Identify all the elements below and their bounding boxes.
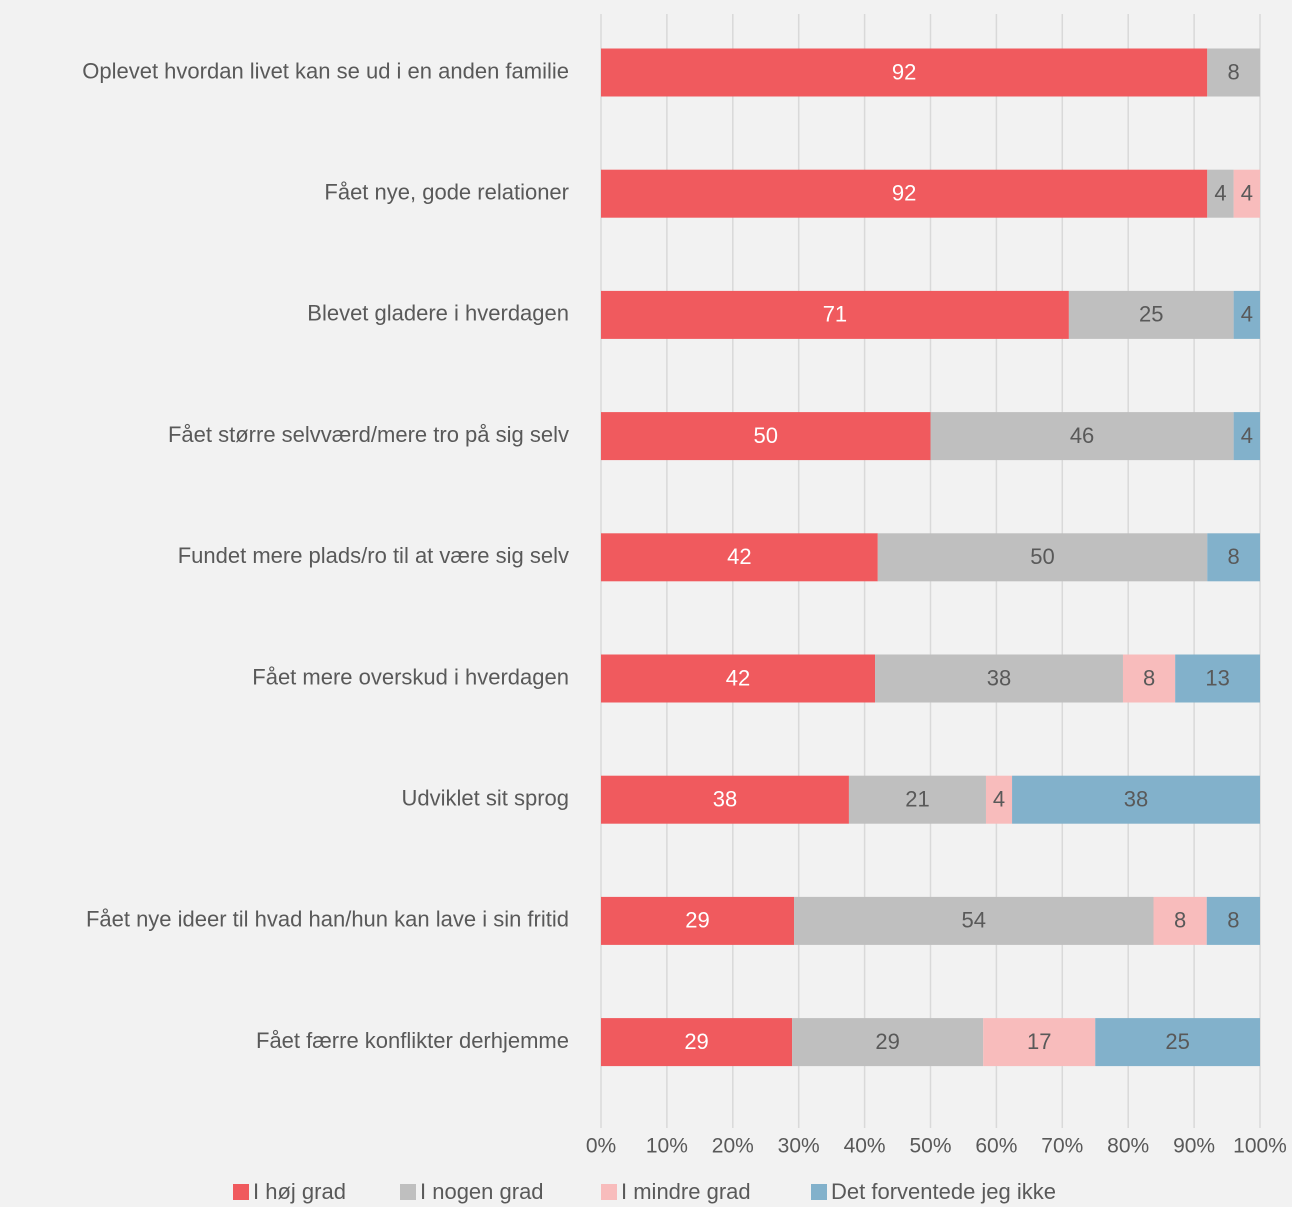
x-axis-tick-labels: 0% 10% 20% 30% 40% 50% 60% 70% 80% 90% 100% bbox=[586, 1135, 1287, 1158]
bar-segment bbox=[601, 533, 878, 582]
data-label: 8 bbox=[1227, 908, 1239, 933]
bar-segment bbox=[1207, 48, 1260, 97]
category-label: Fået færre konflikter derhjemme bbox=[256, 1028, 569, 1053]
legend: I høj grad I nogen grad I mindre grad Det f… bbox=[233, 1179, 1056, 1204]
legend-label: I nogen grad bbox=[420, 1179, 544, 1204]
data-label: 46 bbox=[1070, 423, 1094, 448]
x-tick-label: 0% bbox=[586, 1135, 616, 1158]
data-label: 92 bbox=[892, 181, 916, 206]
x-tick-label: 60% bbox=[975, 1135, 1017, 1158]
data-label: 4 bbox=[1241, 423, 1253, 448]
category-labels: Oplevet hvordan livet kan se ud i en and… bbox=[82, 58, 569, 1053]
legend-swatch bbox=[400, 1184, 416, 1200]
data-label: 29 bbox=[685, 908, 709, 933]
x-tick-label: 100% bbox=[1233, 1135, 1287, 1158]
bar-segment bbox=[875, 654, 1123, 703]
data-label: 29 bbox=[684, 1029, 708, 1054]
x-tick-label: 20% bbox=[712, 1135, 754, 1158]
category-label: Udviklet sit sprog bbox=[401, 786, 569, 811]
data-label: 4 bbox=[1241, 302, 1253, 327]
data-label: 8 bbox=[1228, 59, 1240, 84]
data-label: 8 bbox=[1174, 908, 1186, 933]
data-label: 42 bbox=[727, 544, 751, 569]
x-tick-label: 90% bbox=[1173, 1135, 1215, 1158]
bar-segment bbox=[1122, 654, 1176, 703]
legend-label: I mindre grad bbox=[621, 1179, 751, 1204]
data-label: 21 bbox=[905, 787, 929, 812]
data-label: 38 bbox=[1124, 787, 1148, 812]
data-label: 4 bbox=[993, 787, 1005, 812]
bar-segment bbox=[985, 775, 1013, 824]
category-label: Fået mere overskud i hverdagen bbox=[252, 664, 569, 689]
bar-segment bbox=[1153, 896, 1207, 945]
bar-segment bbox=[1207, 169, 1234, 218]
data-label: 42 bbox=[726, 665, 750, 690]
bar-segment bbox=[601, 290, 1069, 339]
bar-segment bbox=[1068, 290, 1234, 339]
data-label: 29 bbox=[875, 1029, 899, 1054]
bar-segment bbox=[848, 775, 986, 824]
data-label: 8 bbox=[1228, 544, 1240, 569]
data-label: 50 bbox=[754, 423, 778, 448]
data-label: 92 bbox=[892, 59, 916, 84]
category-label: Fået nye ideer til hvad han/hun kan lave… bbox=[86, 907, 569, 932]
bar-segment bbox=[1012, 775, 1260, 824]
bar-segment bbox=[794, 896, 1154, 945]
data-label: 17 bbox=[1027, 1029, 1051, 1054]
data-label: 38 bbox=[987, 665, 1011, 690]
bar-segment bbox=[1206, 896, 1260, 945]
legend-swatch bbox=[233, 1184, 249, 1200]
bar-segment bbox=[1233, 290, 1260, 339]
data-label: 8 bbox=[1143, 665, 1155, 690]
data-label: 54 bbox=[962, 908, 986, 933]
bar-segment bbox=[601, 654, 876, 703]
legend-swatch bbox=[601, 1184, 617, 1200]
data-label: 4 bbox=[1241, 181, 1253, 206]
bar-segment bbox=[983, 1018, 1096, 1067]
data-label: 71 bbox=[823, 302, 847, 327]
bar-segment bbox=[601, 48, 1208, 97]
bar-segment bbox=[1095, 1018, 1260, 1067]
bar-segment bbox=[601, 775, 849, 824]
bar-segment bbox=[601, 1018, 793, 1067]
legend-swatch bbox=[811, 1184, 827, 1200]
category-label: Fået nye, gode relationer bbox=[324, 180, 569, 205]
category-label: Fået større selvværd/mere tro på sig sel… bbox=[168, 422, 569, 447]
x-tick-label: 40% bbox=[844, 1135, 886, 1158]
bar-segment bbox=[930, 412, 1234, 461]
category-label: Oplevet hvordan livet kan se ud i en and… bbox=[82, 58, 569, 83]
bar-segment bbox=[1233, 169, 1260, 218]
x-tick-label: 10% bbox=[646, 1135, 688, 1158]
x-tick-label: 70% bbox=[1041, 1135, 1083, 1158]
bar-segment bbox=[601, 169, 1208, 218]
x-tick-label: 80% bbox=[1107, 1135, 1149, 1158]
legend-label: I høj grad bbox=[253, 1179, 346, 1204]
category-label: Fundet mere plads/ro til at være sig sel… bbox=[178, 543, 569, 568]
x-tick-label: 30% bbox=[778, 1135, 820, 1158]
bar-segment bbox=[792, 1018, 984, 1067]
bar-segment bbox=[601, 412, 931, 461]
category-label: Blevet gladere i hverdagen bbox=[307, 301, 569, 326]
data-label: 38 bbox=[713, 787, 737, 812]
legend-label: Det forventede jeg ikke bbox=[831, 1179, 1056, 1204]
data-label: 25 bbox=[1139, 302, 1163, 327]
bar-segment bbox=[601, 896, 795, 945]
bar-segment bbox=[1207, 533, 1260, 582]
bar-segment bbox=[1233, 412, 1260, 461]
data-label: 4 bbox=[1214, 181, 1226, 206]
x-tick-label: 50% bbox=[909, 1135, 951, 1158]
bar-segment bbox=[1175, 654, 1260, 703]
data-label: 25 bbox=[1165, 1029, 1189, 1054]
data-label: 13 bbox=[1205, 665, 1229, 690]
data-label: 50 bbox=[1030, 544, 1054, 569]
bar-segment bbox=[877, 533, 1208, 582]
